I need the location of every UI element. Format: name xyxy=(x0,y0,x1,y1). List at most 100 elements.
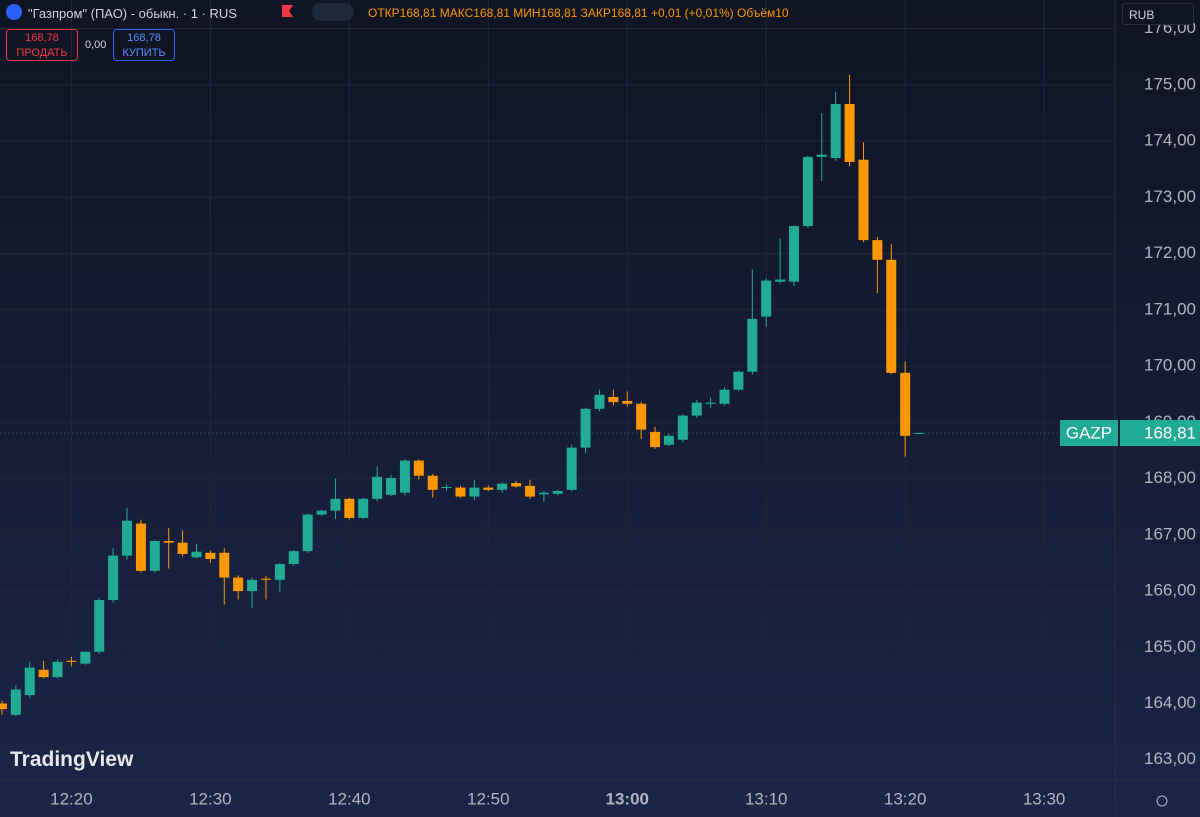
symbol-title[interactable]: "Газпром" (ПАО) - обыкн. · 1 · RUS xyxy=(28,6,237,21)
y-tick-label: 173,00 xyxy=(1144,187,1196,206)
candle-body xyxy=(205,552,216,559)
candle-body xyxy=(260,578,271,580)
spread: 0,00 xyxy=(85,39,107,51)
candle-body xyxy=(566,447,577,490)
sell-price: 168,78 xyxy=(25,32,59,44)
candle-body xyxy=(858,159,869,241)
candle-body xyxy=(691,402,702,416)
candle-body xyxy=(747,318,758,372)
flag[interactable] xyxy=(282,5,293,17)
x-tick-label: 13:10 xyxy=(745,789,788,808)
logo xyxy=(6,4,22,20)
candle-body xyxy=(789,226,800,282)
candle-body xyxy=(455,487,466,497)
candle-body xyxy=(94,600,105,652)
candle-body xyxy=(330,498,341,511)
currency-select[interactable]: RUB xyxy=(1122,3,1194,25)
candle-body xyxy=(10,689,21,715)
candle-body xyxy=(372,476,383,499)
y-tick-label: 166,00 xyxy=(1144,581,1196,600)
buy-label: КУПИТЬ xyxy=(122,47,166,59)
settings-icon[interactable] xyxy=(1156,795,1168,807)
candle-body xyxy=(733,371,744,390)
candle-body xyxy=(663,435,674,445)
candle-body xyxy=(302,514,313,552)
watermark: TradingView xyxy=(10,748,134,771)
y-tick-label: 163,00 xyxy=(1144,749,1196,768)
y-tick-label: 165,00 xyxy=(1144,637,1196,656)
y-tick-label: 171,00 xyxy=(1144,299,1196,318)
candle-body xyxy=(108,555,119,601)
candle-body xyxy=(177,542,188,554)
y-tick-label: 167,00 xyxy=(1144,524,1196,543)
candle-body xyxy=(677,415,688,440)
buy-button[interactable]: 168,78 КУПИТЬ xyxy=(113,29,175,61)
label: ОТКР xyxy=(368,6,400,20)
candle-body xyxy=(247,579,258,592)
candle-body xyxy=(163,540,174,543)
price-label: 168,81 xyxy=(1144,424,1196,443)
candle-body xyxy=(219,552,230,578)
x-tick-label: 12:20 xyxy=(50,789,93,808)
sell-button[interactable]: 168,78 ПРОДАТЬ xyxy=(6,29,78,61)
value: 168,81 xyxy=(610,6,648,20)
candle-body xyxy=(413,460,424,476)
candle-body xyxy=(149,540,160,571)
y-tick-label: 164,00 xyxy=(1144,693,1196,712)
x-tick-label: 13:20 xyxy=(884,789,927,808)
change: +0,01 (+0,01%) xyxy=(650,6,734,20)
candle-body xyxy=(622,400,633,404)
candle-body xyxy=(761,280,772,317)
candle-body xyxy=(427,475,438,490)
label: МАКС xyxy=(439,6,474,20)
candle-body xyxy=(900,372,911,436)
candle-body xyxy=(469,487,480,497)
x-tick-label: 13:00 xyxy=(606,789,649,808)
candle-body xyxy=(358,498,369,518)
candle-body xyxy=(191,551,202,558)
candle-body xyxy=(80,651,91,664)
symbol-label: GAZP xyxy=(1066,424,1112,443)
value: 10 xyxy=(775,6,789,20)
candle-body xyxy=(719,389,730,404)
candle-body xyxy=(524,485,535,497)
candle-body xyxy=(316,510,327,515)
ohlc: ОТКР168,81 МАКС168,81 МИН168,81 ЗАКР168,… xyxy=(368,6,789,20)
candle-body xyxy=(399,460,410,493)
y-tick-label: 175,00 xyxy=(1144,74,1196,93)
symbol-tag xyxy=(1060,420,1118,447)
candle-body xyxy=(636,403,647,430)
candle-body xyxy=(122,520,133,556)
candle-body xyxy=(52,661,63,678)
candle-body xyxy=(497,483,508,490)
candle-body xyxy=(844,104,855,162)
candle-body xyxy=(538,492,549,495)
candle-body xyxy=(775,279,786,282)
candle-body xyxy=(38,669,49,678)
y-tick-label: 172,00 xyxy=(1144,243,1196,262)
label: ЗАКР xyxy=(580,6,611,20)
status-pill[interactable] xyxy=(312,3,354,21)
candle-body xyxy=(705,402,716,404)
candle-body xyxy=(441,487,452,489)
label: Объём xyxy=(737,6,776,20)
x-tick-label: 13:30 xyxy=(1023,789,1066,808)
candle-body xyxy=(233,577,244,592)
x-tick-label: 12:30 xyxy=(189,789,232,808)
price-tag xyxy=(1120,420,1200,447)
candle-body xyxy=(608,397,619,403)
candle-body xyxy=(511,483,522,487)
value: 168,81 xyxy=(540,6,578,20)
sell-label: ПРОДАТЬ xyxy=(16,47,68,59)
y-tick-label: 170,00 xyxy=(1144,356,1196,375)
buy-price: 168,78 xyxy=(127,32,161,44)
candle-body xyxy=(0,703,7,710)
candle-body xyxy=(483,487,494,490)
candle-body xyxy=(872,240,883,260)
candle-body xyxy=(386,478,397,495)
value: 168,81 xyxy=(473,6,510,20)
candle-body xyxy=(274,564,285,580)
candle-body xyxy=(830,104,841,159)
